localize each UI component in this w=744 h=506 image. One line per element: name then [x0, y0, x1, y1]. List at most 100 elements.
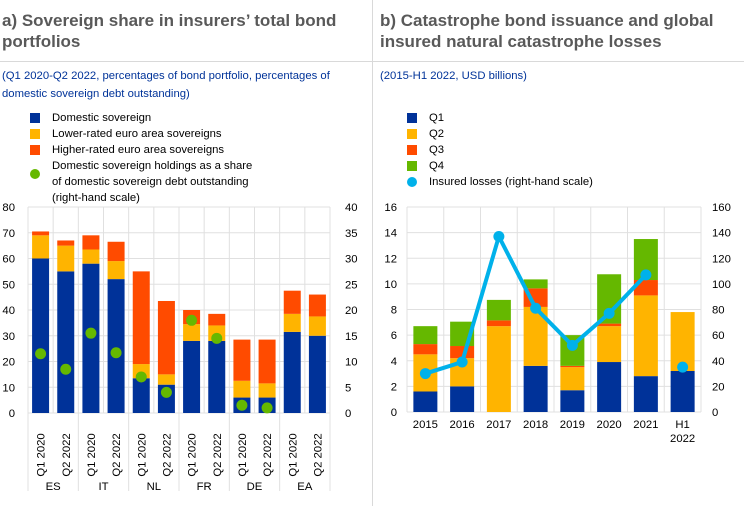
- bar-segment: [233, 380, 251, 398]
- x-tick-label: Q1 2020: [136, 433, 148, 476]
- bar-segment: [208, 340, 226, 413]
- legend-item-higher-rated: Higher-rated euro area sovereigns: [30, 142, 257, 158]
- bar-segment: [450, 346, 475, 359]
- bar-segment: [413, 344, 438, 355]
- x-tick-label: Q2 2022: [262, 433, 274, 476]
- bar-segment: [132, 271, 150, 365]
- data-point: [456, 356, 468, 368]
- panel-a-legend: Domestic sovereign Lower-rated euro area…: [30, 110, 257, 204]
- y2-tick-label: 0: [345, 408, 351, 420]
- bar-segment: [107, 279, 125, 413]
- y-tick-label: 12: [384, 253, 397, 265]
- y2-tick-label: 15: [345, 331, 358, 343]
- bar-segment: [32, 231, 50, 236]
- x-tick-label: 2015: [413, 419, 438, 431]
- legend-item-holdings-share: Domestic sovereign holdings as a share o…: [30, 158, 257, 204]
- bar-segment: [132, 378, 150, 413]
- panel-b: b) Catastrophe bond issuance and global …: [372, 0, 744, 506]
- group-label: IT: [98, 481, 108, 493]
- chart-b: 0 0 2 20 4 40 6 60 8 80 10 100 12 120 14 140 16 160 2015 20…: [384, 202, 731, 445]
- y2-tick-label: 160: [712, 202, 731, 214]
- y2-tick-label: 40: [712, 356, 725, 368]
- bar-segment: [597, 362, 622, 412]
- y-tick-label: 20: [2, 357, 15, 369]
- y-tick-label: 0: [391, 407, 397, 419]
- x-tick-label: Q1 2020: [187, 433, 199, 476]
- y2-tick-label: 60: [712, 330, 725, 342]
- bar-segment: [597, 323, 622, 327]
- bar-segment: [258, 383, 276, 398]
- group-label: ES: [46, 481, 62, 493]
- bar-segment: [597, 326, 622, 363]
- x-tick-label: Q2 2022: [212, 433, 224, 476]
- panel-b-legend: Q1 Q2 Q3 Q4 Insured losses (right-hand s…: [407, 110, 593, 190]
- bar-segment: [523, 279, 548, 289]
- group-label: FR: [197, 481, 212, 493]
- x-tick-label: 2017: [486, 419, 511, 431]
- bar-segment: [523, 365, 548, 412]
- legend-label: Domestic sovereign: [52, 112, 152, 124]
- data-point: [160, 386, 172, 398]
- legend-label: Higher-rated euro area sovereigns: [52, 144, 225, 156]
- legend-label: Q2: [429, 128, 445, 140]
- bar-segment: [157, 300, 175, 375]
- legend-item-insured-losses: Insured losses (right-hand scale): [407, 174, 593, 190]
- bar-segment: [450, 386, 475, 412]
- title-divider: [373, 61, 744, 62]
- bar-segment: [32, 235, 50, 259]
- data-point: [603, 307, 615, 319]
- legend-item-domestic: Domestic sovereign: [30, 110, 257, 126]
- bar-segment: [82, 249, 100, 264]
- bar-segment: [670, 312, 695, 371]
- bar-segment: [283, 290, 301, 314]
- bar-segment: [107, 261, 125, 280]
- x-tick-label: Q2 2022: [312, 433, 324, 476]
- y2-tick-label: 20: [345, 305, 358, 317]
- data-point: [110, 347, 122, 359]
- data-point: [419, 368, 431, 380]
- y2-tick-label: 35: [345, 228, 358, 240]
- y-tick-label: 10: [384, 279, 397, 291]
- data-point: [211, 332, 223, 344]
- y-tick-label: 16: [384, 202, 397, 214]
- bar-segment: [308, 335, 326, 413]
- x-tick-label: Q1 2020: [287, 433, 299, 476]
- bar-segment: [633, 295, 658, 377]
- y2-tick-label: 140: [712, 228, 731, 240]
- bar-segment: [670, 371, 695, 412]
- x-tick-label: Q2 2022: [61, 433, 73, 476]
- y2-tick-label: 10: [345, 357, 358, 369]
- bar-segment: [283, 313, 301, 332]
- bar-segment: [183, 340, 201, 413]
- x-tick-label: 2018: [523, 419, 548, 431]
- legend-swatch: [407, 129, 417, 139]
- bar-segment: [183, 324, 201, 341]
- y-tick-label: 4: [391, 356, 397, 368]
- y2-tick-label: 20: [712, 381, 725, 393]
- legend-swatch: [407, 145, 417, 155]
- data-point: [35, 348, 47, 360]
- legend-swatch: [407, 113, 417, 123]
- x-tick-label: 2016: [450, 419, 475, 431]
- legend-swatch: [407, 161, 417, 171]
- bar-segment: [633, 376, 658, 412]
- data-point: [261, 402, 273, 414]
- legend-dot: [407, 177, 417, 187]
- legend-item-q4: Q4: [407, 158, 593, 174]
- y-tick-label: 10: [2, 382, 15, 394]
- legend-swatch: [30, 145, 40, 155]
- bar-segment: [560, 365, 585, 368]
- bar-segment: [486, 320, 511, 327]
- data-point: [677, 361, 689, 373]
- bar-segment: [560, 390, 585, 412]
- bar-segment: [208, 313, 226, 326]
- bar-segment: [413, 326, 438, 345]
- bar-segment: [107, 241, 125, 262]
- bar-segment: [157, 374, 175, 385]
- x-tick-label: 2022: [670, 433, 695, 445]
- bar-segment: [283, 331, 301, 413]
- y-tick-label: 70: [2, 228, 15, 240]
- x-tick-label: 2020: [597, 419, 622, 431]
- panel-a: a) Sovereign share in insurers’ total bo…: [0, 11, 372, 493]
- bar-segment: [57, 240, 75, 246]
